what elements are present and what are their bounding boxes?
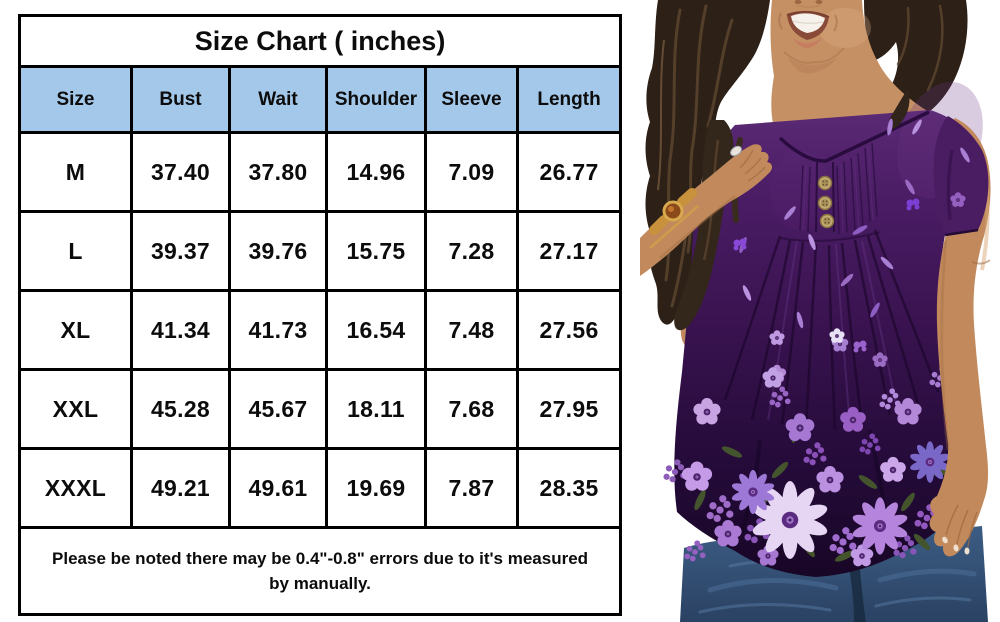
table-row-l: L 39.37 39.76 15.75 7.28 27.17 [18,210,623,292]
value-cell: 19.69 [325,447,427,529]
value-cell: 27.95 [515,368,623,450]
size-chart-title: Size Chart ( inches) [17,14,623,68]
tunic-buttons [817,175,835,229]
size-cell: XXL [18,368,133,450]
value-cell: 27.17 [515,210,623,292]
table-row-xxl: XXL 45.28 45.67 18.11 7.68 27.95 [18,368,623,450]
ring [730,145,742,157]
value-cell: 49.21 [130,447,231,529]
size-cell: XL [18,289,133,371]
value-cell: 7.48 [424,289,519,371]
hair-strand-right [888,88,910,129]
product-photo [640,0,1000,622]
value-cell: 41.34 [130,289,231,371]
header-cell-wait: Wait [228,65,328,134]
value-cell: 7.68 [424,368,519,450]
value-cell: 7.87 [424,447,519,529]
table-row-xxxl: XXXL 49.21 49.61 19.69 7.87 28.35 [18,447,623,529]
value-cell: 27.56 [515,289,623,371]
header-cell-bust: Bust [130,65,231,134]
size-cell: XXXL [18,447,133,529]
value-cell: 28.35 [515,447,623,529]
size-cell: L [18,210,133,292]
tunic-sleeve [933,116,989,237]
scoop-neckline [778,110,930,163]
size-cell: M [18,131,133,213]
value-cell: 45.28 [130,368,231,450]
value-cell: 7.28 [424,210,519,292]
measurement-note: Please be noted there may be 0.4"-0.8" e… [17,526,623,616]
model-smile [778,10,838,48]
size-chart-note-row: Please be noted there may be 0.4"-0.8" e… [17,526,623,616]
header-cell-length: Length [515,65,623,134]
value-cell: 45.67 [228,368,328,450]
header-cell-size: Size [18,65,133,134]
value-cell: 37.80 [228,131,328,213]
size-chart-table: Size Chart ( inches) Size Bust Wait Shou… [17,14,623,616]
table-row-m: M 37.40 37.80 14.96 7.09 26.77 [18,131,623,213]
value-cell: 18.11 [325,368,427,450]
value-cell: 39.76 [228,210,328,292]
value-cell: 16.54 [325,289,427,371]
value-cell: 49.61 [228,447,328,529]
value-cell: 37.40 [130,131,231,213]
value-cell: 41.73 [228,289,328,371]
tunic-pleats [723,229,940,431]
value-cell: 15.75 [325,210,427,292]
watch-bracelet [649,188,699,249]
value-cell: 14.96 [325,131,427,213]
header-cell-shoulder: Shoulder [325,65,427,134]
size-chart-header-row: Size Bust Wait Shoulder Sleeve Length [18,65,623,134]
size-chart-title-row: Size Chart ( inches) [17,14,623,68]
value-cell: 7.09 [424,131,519,213]
table-row-xl: XL 41.34 41.73 16.54 7.48 27.56 [18,289,623,371]
value-cell: 26.77 [515,131,623,213]
value-cell: 39.37 [130,210,231,292]
left-hand [640,144,773,276]
header-cell-sleeve: Sleeve [424,65,519,134]
